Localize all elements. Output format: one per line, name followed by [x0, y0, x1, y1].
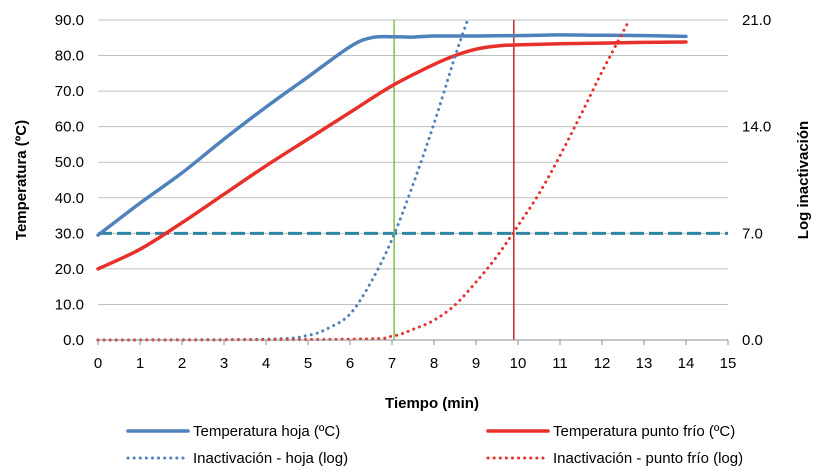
x-tick-label: 13 [636, 355, 653, 372]
x-tick-label: 11 [552, 355, 568, 372]
y-tick-label: 70.0 [55, 83, 84, 100]
x-tick-label: 4 [262, 355, 270, 372]
y-tick-label: 40.0 [55, 190, 84, 207]
tick-labels: 0.010.020.030.040.050.060.070.080.090.00… [55, 12, 771, 372]
x-tick-label: 1 [136, 355, 144, 372]
y-tick-label: 60.0 [55, 119, 84, 136]
legend: Temperatura hoja (ºC) Temperatura punto f… [126, 423, 743, 467]
x-tick-label: 7 [388, 355, 396, 372]
x-tick-label: 10 [510, 355, 527, 372]
series-inactivacion-punto-frio [96, 18, 631, 342]
y-tick-label: 30.0 [55, 225, 84, 242]
gridlines [98, 19, 728, 305]
x-tick-label: 14 [678, 355, 695, 372]
y-tick-label: 80.0 [55, 48, 84, 65]
y2-tick-label: 21.0 [742, 12, 771, 29]
x-tick-label: 5 [304, 355, 312, 372]
legend-label: Inactivación - punto frío (log) [553, 450, 743, 467]
x-axis-title: Tiempo (min) [385, 395, 479, 412]
y2-tick-label: 7.0 [742, 225, 763, 242]
series-inactivacion-hoja [96, 18, 470, 342]
legend-label: Inactivación - hoja (log) [193, 450, 348, 467]
series-temperatura-hoja [96, 33, 688, 237]
reference-lines [98, 20, 728, 340]
y2-axis-title: Log inactivación [795, 121, 812, 239]
x-tick-label: 9 [472, 355, 480, 372]
y-tick-label: 10.0 [55, 296, 84, 313]
y-tick-label: 0.0 [63, 332, 84, 349]
y2-tick-label: 0.0 [742, 332, 763, 349]
y-tick-label: 90.0 [55, 12, 84, 29]
series-lines [96, 18, 688, 342]
y-tick-label: 50.0 [55, 154, 84, 171]
y-tick-label: 20.0 [55, 261, 84, 278]
axes [97, 339, 729, 345]
y-axis-title: Temperatura (ºC) [13, 120, 30, 240]
legend-label: Temperatura punto frío (ºC) [553, 423, 735, 440]
series-temperatura-punto-frio [96, 40, 688, 271]
x-tick-label: 15 [720, 355, 737, 372]
legend-label: Temperatura hoja (ºC) [193, 423, 340, 440]
x-tick-label: 8 [430, 355, 438, 372]
x-tick-label: 2 [178, 355, 186, 372]
x-tick-label: 3 [220, 355, 228, 372]
x-tick-label: 6 [346, 355, 354, 372]
x-tick-label: 12 [594, 355, 611, 372]
x-tick-label: 0 [94, 355, 102, 372]
y2-tick-label: 14.0 [742, 119, 771, 136]
